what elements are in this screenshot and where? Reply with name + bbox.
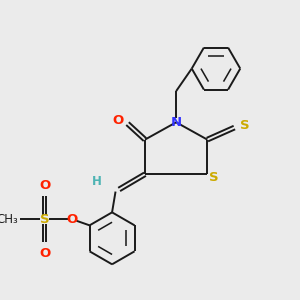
- Text: S: S: [240, 119, 250, 132]
- Text: O: O: [67, 213, 78, 226]
- Text: S: S: [40, 213, 49, 226]
- Text: CH₃: CH₃: [0, 213, 19, 226]
- Text: O: O: [39, 179, 50, 192]
- Text: O: O: [39, 247, 50, 260]
- Text: N: N: [171, 116, 182, 129]
- Text: S: S: [209, 170, 218, 184]
- Text: H: H: [92, 175, 101, 188]
- Text: O: O: [112, 114, 124, 127]
